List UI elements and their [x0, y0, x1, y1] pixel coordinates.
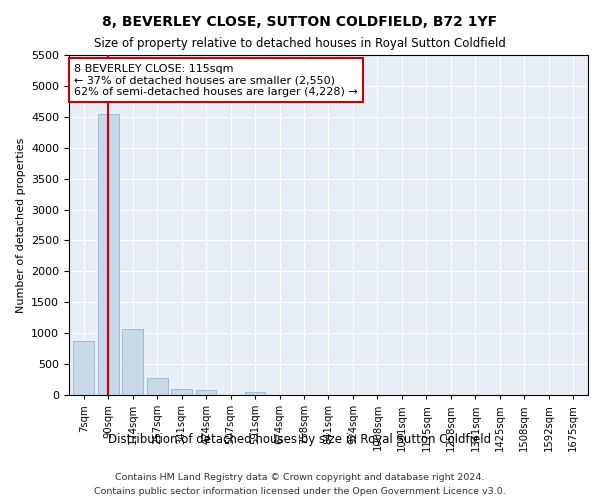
- Text: 8 BEVERLEY CLOSE: 115sqm
← 37% of detached houses are smaller (2,550)
62% of sem: 8 BEVERLEY CLOSE: 115sqm ← 37% of detach…: [74, 64, 358, 96]
- Bar: [122, 330, 143, 395]
- Bar: [171, 390, 192, 395]
- Bar: [73, 340, 94, 395]
- Bar: [98, 114, 119, 395]
- Bar: [196, 390, 217, 395]
- Bar: [245, 392, 265, 395]
- Text: Distribution of detached houses by size in Royal Sutton Coldfield: Distribution of detached houses by size …: [109, 432, 491, 446]
- Y-axis label: Number of detached properties: Number of detached properties: [16, 138, 26, 312]
- Text: Size of property relative to detached houses in Royal Sutton Coldfield: Size of property relative to detached ho…: [94, 38, 506, 51]
- Text: Contains public sector information licensed under the Open Government Licence v3: Contains public sector information licen…: [94, 488, 506, 496]
- Text: Contains HM Land Registry data © Crown copyright and database right 2024.: Contains HM Land Registry data © Crown c…: [115, 472, 485, 482]
- Text: 8, BEVERLEY CLOSE, SUTTON COLDFIELD, B72 1YF: 8, BEVERLEY CLOSE, SUTTON COLDFIELD, B72…: [103, 15, 497, 29]
- Bar: [147, 378, 167, 395]
